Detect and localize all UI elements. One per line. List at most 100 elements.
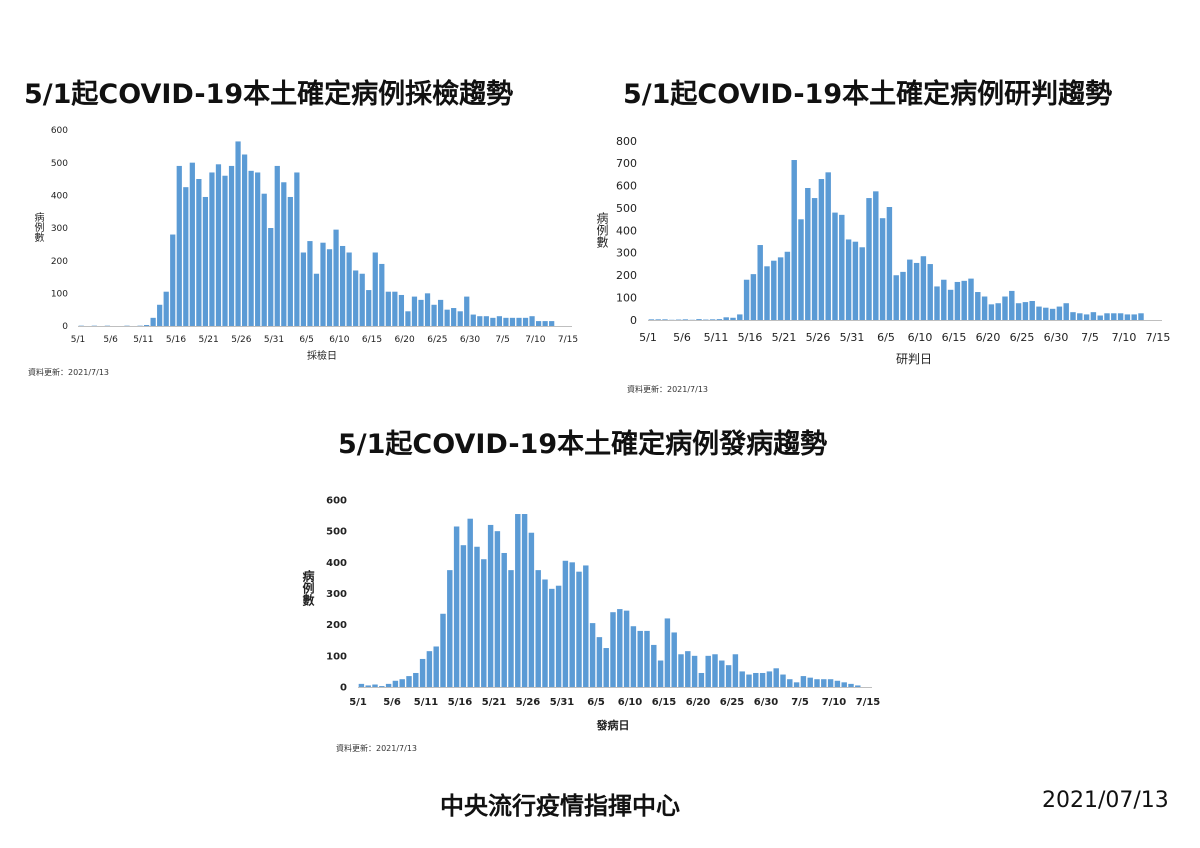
bar-5/28: [542, 579, 548, 687]
bar-5/26: [528, 532, 535, 687]
chart-2-ylabel: 病例數: [595, 212, 609, 248]
y-tick-label: 0: [340, 683, 347, 694]
bar-5/6: [392, 680, 399, 687]
x-tick-label: 6/20: [686, 697, 711, 708]
bar-6/27: [746, 674, 752, 687]
bar-6/9: [623, 610, 630, 687]
chart-3-ylabel: 病例數: [301, 570, 315, 606]
bar-6/3: [583, 565, 589, 687]
bar-5/21: [494, 531, 501, 687]
bar-6/15: [664, 618, 671, 687]
bar-6/30: [766, 671, 773, 687]
bar-5/1: [358, 683, 365, 687]
bar-5/30: [555, 585, 562, 687]
bar-5/7: [399, 679, 405, 687]
bar-6/11: [637, 630, 643, 687]
footer-date: 2021/07/13: [1042, 788, 1169, 813]
bar-7/4: [793, 682, 800, 687]
bar-5/24: [515, 514, 521, 687]
bar-6/4: [589, 623, 596, 687]
bar-6/20: [698, 672, 705, 687]
chart-3-title: 5/1起COVID-19本土確定病例發病趨勢: [338, 429, 828, 460]
bar-6/22: [712, 654, 718, 687]
bar-6/21: [705, 655, 711, 687]
x-tick-label: 6/30: [754, 697, 779, 708]
bar-6/14: [657, 660, 664, 687]
bar-6/23: [719, 660, 725, 687]
x-tick-label: 5/21: [482, 697, 507, 708]
bar-6/2: [576, 571, 582, 687]
bar-7/10: [834, 680, 841, 687]
y-tick-label: 200: [326, 620, 347, 631]
bar-6/6: [603, 648, 609, 687]
bar-7/9: [827, 679, 834, 687]
bar-6/5: [596, 637, 603, 687]
x-tick-label: 5/6: [383, 697, 401, 708]
chart-1-title: 5/1起COVID-19本土確定病例採檢趨勢: [24, 79, 514, 110]
bar-7/1: [773, 668, 779, 687]
y-tick-label: 400: [326, 558, 347, 569]
chart-2-footnote: 資料更新：2021/7/13: [627, 385, 709, 394]
bar-5/31: [562, 560, 569, 687]
bar-5/22: [501, 552, 507, 687]
y-tick-label: 300: [326, 589, 347, 600]
bar-7/11: [841, 682, 847, 687]
x-tick-label: 5/31: [550, 697, 575, 708]
bar-5/9: [413, 672, 419, 687]
x-tick-label: 5/16: [448, 697, 473, 708]
chart-2-xlabel: 研判日: [895, 352, 933, 366]
bar-7/6: [807, 677, 813, 687]
bar-5/4: [379, 686, 385, 687]
bar-5/23: [508, 570, 514, 688]
bar-5/18: [474, 546, 480, 687]
bar-5/5: [385, 683, 392, 687]
bar-7/12: [848, 683, 854, 687]
bar-7/8: [821, 679, 827, 687]
bar-7/2: [780, 674, 786, 687]
chart-3-xlabel: 發病日: [596, 719, 630, 732]
x-tick-label: 7/10: [822, 697, 847, 708]
bar-5/8: [406, 676, 412, 687]
bar-5/25: [521, 514, 528, 687]
chart-1-ylabel: 病例數: [32, 212, 43, 242]
bar-6/19: [691, 655, 698, 687]
bar-5/20: [487, 524, 494, 687]
bar-7/13: [855, 685, 861, 687]
bar-6/13: [651, 644, 657, 687]
bar-6/8: [617, 609, 623, 687]
footer-org: 中央流行疫情指揮中心: [440, 792, 680, 820]
y-tick-label: 500: [326, 527, 347, 538]
bar-6/17: [678, 654, 684, 687]
bar-6/7: [610, 612, 616, 687]
y-tick-label: 100: [326, 651, 347, 662]
chart-2-title: 5/1起COVID-19本土確定病例研判趨勢: [623, 79, 1113, 110]
x-tick-label: 7/15: [856, 697, 881, 708]
bar-5/14: [447, 570, 453, 688]
x-tick-label: 5/26: [516, 697, 541, 708]
bar-6/12: [644, 630, 650, 687]
bar-6/29: [759, 672, 766, 687]
bar-5/11: [426, 651, 433, 687]
bar-7/7: [814, 679, 820, 687]
bar-6/1: [569, 562, 575, 687]
bar-5/13: [440, 613, 446, 687]
bar-6/25: [732, 654, 739, 687]
bar-7/5: [800, 676, 807, 687]
chart-1-footnote: 資料更新：2021/7/13: [28, 368, 110, 377]
x-tick-label: 7/5: [791, 697, 809, 708]
bar-5/15: [453, 526, 460, 687]
bar-6/10: [630, 626, 637, 687]
x-tick-label: 5/11: [414, 697, 439, 708]
bar-5/27: [535, 570, 541, 688]
bar-6/18: [685, 651, 691, 687]
bar-5/29: [549, 588, 555, 687]
bar-5/17: [467, 518, 473, 687]
x-tick-label: 6/15: [652, 697, 677, 708]
bar-6/24: [725, 665, 732, 687]
bar-6/26: [739, 671, 745, 687]
bar-5/12: [433, 646, 439, 687]
bar-7/3: [787, 679, 793, 687]
x-tick-label: 6/25: [720, 697, 745, 708]
bar-5/16: [460, 545, 467, 687]
x-tick-label: 6/10: [618, 697, 643, 708]
